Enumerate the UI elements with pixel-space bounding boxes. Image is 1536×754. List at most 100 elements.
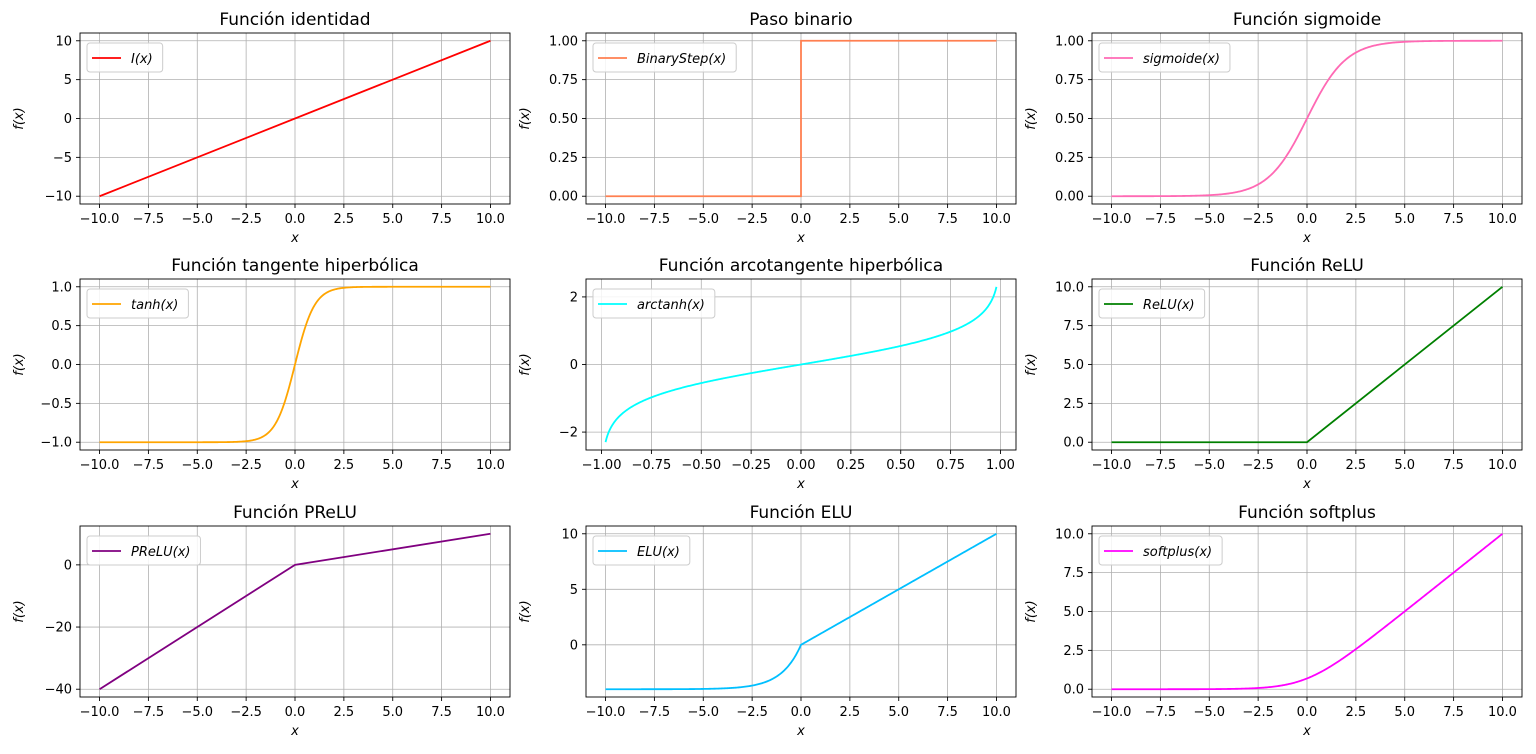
chart-8-xtick-label-6: 5.0	[888, 705, 909, 720]
chart-7-xtick-label-8: 10.0	[476, 705, 505, 720]
chart-7: −10.0 −7.5 −5.0 −2.5 0.0 2.5 5.0 7.5 10.0 −40 −20 0…	[12, 503, 511, 739]
chart-4-xtick-label-2: −5.0	[181, 458, 213, 473]
chart-3-xlabel: x	[1302, 231, 1311, 246]
chart-7-xtick-label-1: −7.5	[133, 705, 165, 720]
chart-3-xtick-label-6: 5.0	[1394, 212, 1415, 227]
chart-7-xtick-label-7: 7.5	[431, 705, 452, 720]
chart-6-ytick-label-0: 0.0	[1063, 436, 1084, 451]
chart-1-legend-label: I(x)	[131, 52, 153, 67]
chart-3-xtick-label-5: 2.5	[1346, 212, 1367, 227]
chart-6-xtick-label-4: 0.0	[1297, 458, 1318, 473]
chart-2-xtick-label-2: −5.0	[687, 212, 719, 227]
chart-1-ytick-label-3: 5	[64, 73, 72, 88]
chart-9-xtick-label-3: −2.5	[1242, 705, 1274, 720]
chart-5-xtick-label-7: 0.75	[936, 458, 965, 473]
chart-9-ytick-label-2: 5.0	[1063, 605, 1084, 620]
chart-5-xtick-label-2: −0.50	[681, 458, 721, 473]
chart-1-xtick-label-6: 5.0	[382, 212, 403, 227]
chart-7-xtick-label-0: −10.0	[80, 705, 120, 720]
chart-4-xtick-label-0: −10.0	[80, 458, 120, 473]
chart-3-xtick-label-0: −10.0	[1092, 212, 1132, 227]
chart-1-ytick-label-2: 0	[64, 112, 72, 127]
chart-6-ytick-label-4: 10.0	[1055, 280, 1084, 295]
chart-9-xtick-label-0: −10.0	[1092, 705, 1132, 720]
chart-7-xtick-label-3: −2.5	[230, 705, 262, 720]
chart-9-xtick-label-2: −5.0	[1193, 705, 1225, 720]
chart-6-legend: ReLU(x)	[1098, 288, 1206, 319]
chart-4-legend-label: tanh(x)	[131, 298, 178, 313]
chart-7-ytick-label-1: −20	[45, 621, 72, 636]
chart-8-legend-box	[592, 535, 691, 566]
chart-8-ytick-label-1: 5	[570, 583, 578, 598]
chart-1-ytick-label-4: 10	[55, 34, 72, 49]
chart-1-series-line	[99, 39, 491, 198]
chart-5-ytick-label-1: 0	[570, 358, 578, 373]
chart-4-ytick-label-3: 0.5	[51, 319, 72, 334]
chart-9-xtick-label-1: −7.5	[1145, 705, 1177, 720]
chart-6-xtick-label-3: −2.5	[1242, 458, 1274, 473]
chart-5-xtick-label-6: 0.50	[886, 458, 915, 473]
chart-5-xtick-label-8: 1.00	[986, 458, 1015, 473]
chart-6-ytick-label-2: 5.0	[1063, 358, 1084, 373]
chart-4-ytick-label-4: 1.0	[51, 280, 72, 295]
chart-1-legend-box	[86, 42, 164, 73]
chart-4-series-line	[99, 285, 491, 444]
chart-8-xtick-label-5: 2.5	[840, 705, 861, 720]
chart-6-xtick-label-8: 10.0	[1488, 458, 1517, 473]
chart-5-xtick-label-4: 0.00	[787, 458, 816, 473]
chart-5-legend: arctanh(x)	[592, 288, 716, 319]
chart-3-ytick-label-3: 0.75	[1055, 73, 1084, 88]
chart-4-xtick-label-1: −7.5	[133, 458, 165, 473]
chart-2-xtick-label-7: 7.5	[937, 212, 958, 227]
chart-6-title: Función ReLU	[1250, 256, 1364, 276]
chart-6: −10.0 −7.5 −5.0 −2.5 0.0 2.5 5.0 7.5 10.0 0.0 2.5 5…	[1024, 256, 1523, 492]
chart-8: −10.0 −7.5 −5.0 −2.5 0.0 2.5 5.0 7.5 10.0 0 5 10 Fun…	[518, 503, 1017, 739]
chart-3-ytick-label-0: 0.00	[1055, 190, 1084, 205]
chart-2-xtick-label-0: −10.0	[586, 212, 626, 227]
chart-6-ytick-label-1: 2.5	[1063, 397, 1084, 412]
chart-7-ylabel: f(x)	[12, 600, 27, 622]
chart-5-xtick-label-0: −1.00	[582, 458, 622, 473]
chart-5-legend-label: arctanh(x)	[637, 298, 705, 313]
chart-3-xtick-label-7: 7.5	[1443, 212, 1464, 227]
chart-4-ylabel: f(x)	[12, 353, 27, 375]
chart-4-ytick-label-2: 0.0	[51, 358, 72, 373]
chart-9-legend-box	[1098, 535, 1223, 566]
chart-7-xtick-label-2: −5.0	[181, 705, 213, 720]
chart-2-ytick-label-3: 0.75	[549, 73, 578, 88]
chart-6-xtick-label-2: −5.0	[1193, 458, 1225, 473]
chart-6-xtick-label-6: 5.0	[1394, 458, 1415, 473]
chart-2-xlabel: x	[796, 231, 805, 246]
chart-6-xtick-label-1: −7.5	[1145, 458, 1177, 473]
chart-8-xtick-label-7: 7.5	[937, 705, 958, 720]
chart-1-ytick-label-1: −5	[53, 151, 72, 166]
chart-3-ytick-label-4: 1.00	[1055, 34, 1084, 49]
chart-6-xtick-label-5: 2.5	[1346, 458, 1367, 473]
chart-1-xtick-label-4: 0.0	[285, 212, 306, 227]
chart-7-ytick-label-0: −40	[45, 683, 72, 698]
chart-9-legend-label: softplus(x)	[1143, 545, 1212, 560]
chart-3-xtick-label-4: 0.0	[1297, 212, 1318, 227]
chart-9-xtick-label-6: 5.0	[1394, 705, 1415, 720]
chart-9-xtick-label-7: 7.5	[1443, 705, 1464, 720]
chart-6-ylabel: f(x)	[1024, 353, 1039, 375]
chart-4-xtick-label-4: 0.0	[285, 458, 306, 473]
chart-1-xtick-label-5: 2.5	[334, 212, 355, 227]
chart-2-ytick-label-2: 0.50	[549, 112, 578, 127]
chart-5-ytick-label-0: −2	[559, 426, 578, 441]
chart-7-legend-label: PReLU(x)	[131, 545, 190, 560]
chart-4-legend-box	[86, 288, 189, 319]
chart-3-xtick-label-3: −2.5	[1242, 212, 1274, 227]
chart-4-xtick-label-6: 5.0	[382, 458, 403, 473]
chart-6-xtick-label-7: 7.5	[1443, 458, 1464, 473]
chart-9-ytick-label-3: 7.5	[1063, 566, 1084, 581]
chart-2-ytick-label-1: 0.25	[549, 151, 578, 166]
chart-3-legend-label: sigmoide(x)	[1143, 52, 1220, 67]
chart-6-legend-box	[1098, 288, 1206, 319]
chart-5-ytick-label-2: 2	[570, 290, 578, 305]
chart-2-xtick-label-3: −2.5	[736, 212, 768, 227]
chart-3-ylabel: f(x)	[1024, 107, 1039, 129]
chart-9-ytick-label-1: 2.5	[1063, 644, 1084, 659]
chart-9-ytick-label-4: 10.0	[1055, 527, 1084, 542]
chart-8-xtick-label-3: −2.5	[736, 705, 768, 720]
